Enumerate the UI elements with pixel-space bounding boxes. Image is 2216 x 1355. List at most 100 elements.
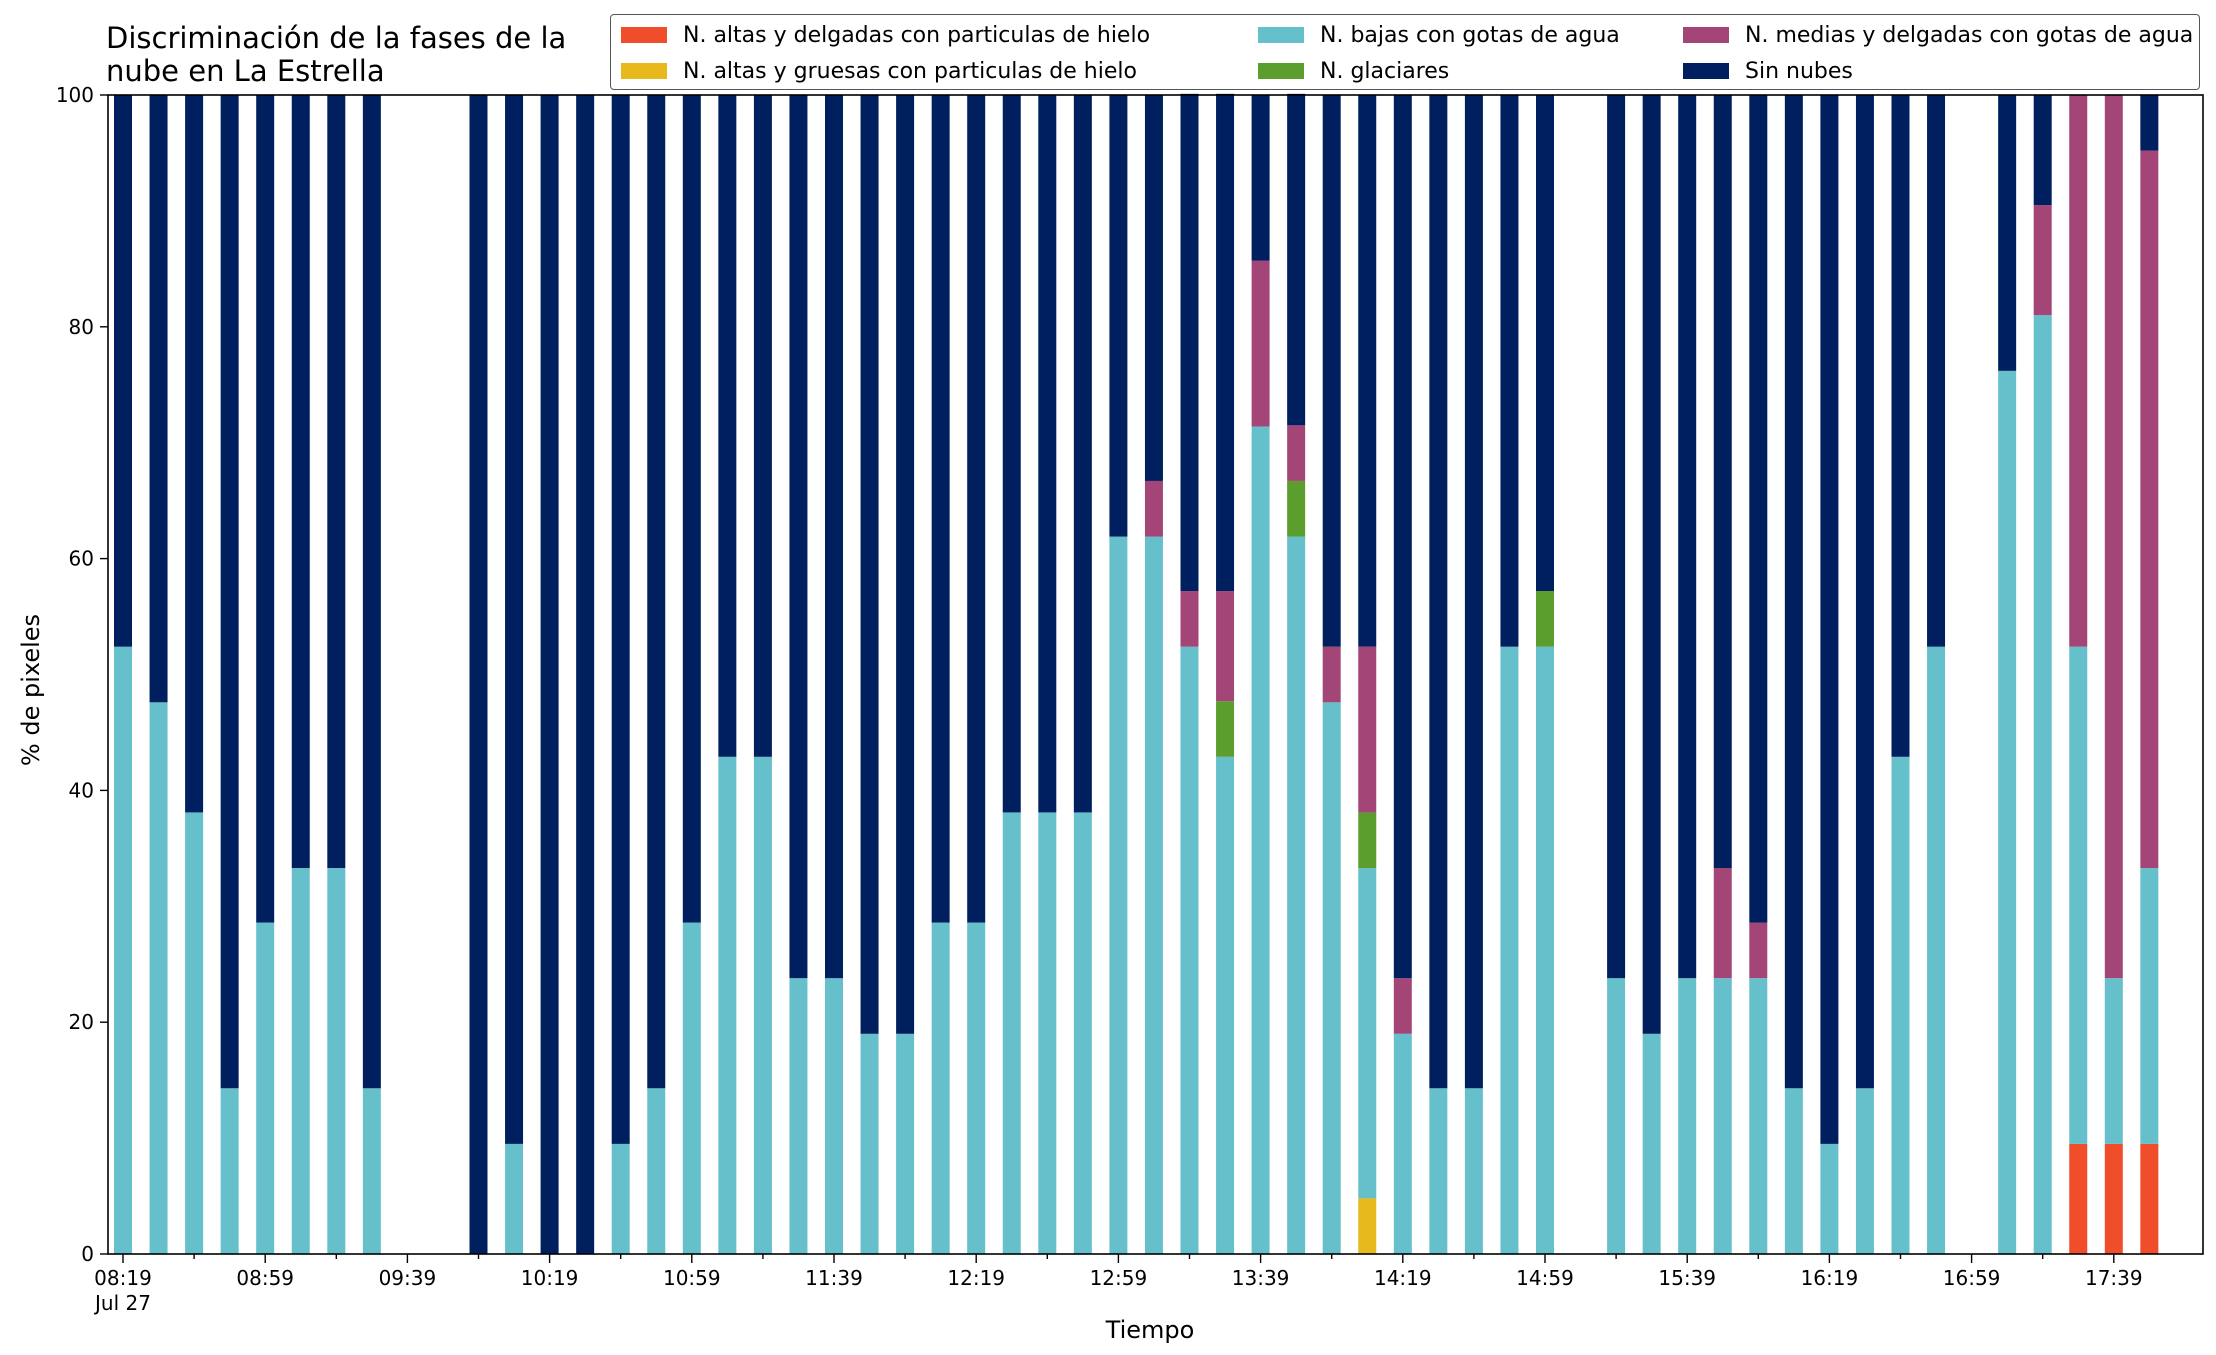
bar-segment (220, 95, 239, 1089)
x-tick-label: 11:39 (805, 1266, 863, 1290)
legend-item: N. glaciares (1258, 53, 1449, 89)
x-axis-label: Tiempo (1105, 1316, 1195, 1344)
bar-segment (1180, 93, 1199, 592)
bar-segment (2140, 868, 2159, 1144)
plot-frame (107, 94, 2204, 1255)
bar-segment (1678, 978, 1697, 1254)
legend: N. altas y delgadas con particulas de hi… (610, 14, 2200, 90)
bar-segment (1927, 95, 1946, 647)
bar-segment (1358, 95, 1377, 647)
bar-segment (789, 978, 808, 1254)
bar-segment (505, 95, 524, 1144)
bar-segment (1322, 95, 1341, 647)
bar-segment (1180, 591, 1199, 647)
bar-segment (1322, 702, 1341, 1254)
bar-segment (931, 95, 950, 923)
legend-label: N. bajas con gotas de agua (1320, 22, 1620, 48)
bar-segment (1429, 95, 1448, 1089)
bar-segment (611, 1143, 630, 1254)
bar-segment (1820, 1143, 1839, 1254)
bar-segment (1073, 95, 1092, 813)
bar-segment (1073, 812, 1092, 1254)
legend-swatch (1683, 63, 1729, 79)
y-tick-label: 100 (56, 83, 94, 107)
bar-segment (1144, 536, 1163, 1254)
bar-segment (1287, 425, 1306, 481)
bar-segment (1358, 868, 1377, 1199)
bar-segment (1891, 756, 1910, 1254)
bar-segment (576, 95, 595, 1254)
bar-segment (1713, 95, 1732, 869)
bar-segment (825, 978, 843, 1254)
bar-segment (1855, 95, 1874, 1089)
bar-segment (1287, 536, 1306, 1254)
chart-title: Discriminación de la fases de la nube en… (106, 21, 567, 88)
bar-segment (1358, 646, 1377, 813)
bar-segment (789, 95, 808, 979)
bar-segment (1216, 93, 1235, 592)
x-tick-label: 15:39 (1658, 1266, 1716, 1290)
bar-segment (1216, 591, 1235, 702)
bar-segment (2033, 205, 2052, 316)
bar-segment (2069, 646, 2088, 1144)
bar-segment (1820, 95, 1839, 1144)
legend-swatch (621, 63, 667, 79)
bar-segment (1500, 646, 1519, 1254)
bar-segment (1002, 812, 1021, 1254)
x-tick-label: 09:39 (379, 1266, 437, 1290)
bar-segment (896, 1033, 915, 1254)
bar-segment (825, 95, 843, 979)
bar-segment (611, 95, 630, 1144)
bar-segment (1393, 95, 1412, 979)
bar-segment (1784, 1088, 1803, 1254)
legend-label: N. altas y delgadas con particulas de hi… (683, 22, 1151, 48)
bar-segment (931, 922, 950, 1254)
x-tick-label: 17:39 (2085, 1266, 2143, 1290)
bar-segment (2033, 315, 2052, 1255)
bar-segment (1607, 978, 1626, 1254)
bar-segment (1500, 95, 1519, 647)
legend-item: N. bajas con gotas de agua (1258, 17, 1620, 53)
bar-segment (2104, 95, 2123, 979)
bar-segment (1287, 93, 1306, 426)
bar-segment (149, 702, 168, 1254)
bar-segment (1038, 95, 1057, 813)
bar-segment (1393, 1033, 1412, 1254)
x-tick-label: 14:19 (1374, 1266, 1432, 1290)
bar-segment (1464, 1088, 1483, 1254)
bar-segment (469, 95, 488, 1254)
bar-segment (1144, 480, 1163, 537)
bar-segment (114, 95, 132, 647)
legend-item: N. altas y delgadas con particulas de hi… (621, 17, 1150, 53)
bar-segment (1429, 1088, 1448, 1254)
bar-segment (1927, 646, 1946, 1254)
y-tick-label: 0 (81, 1242, 94, 1266)
bar-segment (1713, 868, 1732, 979)
bar-segment (1109, 536, 1128, 1254)
bar-segment (1002, 95, 1021, 813)
bar-segment (2033, 95, 2052, 206)
bar-segment (327, 95, 346, 869)
bar-segment (1216, 701, 1235, 757)
bar-segment (540, 95, 559, 1254)
legend-label: N. glaciares (1320, 58, 1450, 84)
bar-segment (256, 95, 275, 923)
bar-segment (327, 868, 346, 1254)
bar-segment (1891, 95, 1910, 757)
bar-segment (1109, 95, 1128, 537)
bar-segment (2140, 95, 2159, 151)
bar-segment (860, 95, 879, 1034)
bar-segment (1607, 95, 1626, 979)
x-tick-label: 08:19 (94, 1266, 152, 1290)
bar-segment (718, 95, 737, 757)
legend-swatch (621, 27, 667, 43)
bar-segment (967, 95, 986, 923)
bar-segment (362, 1088, 381, 1254)
bar-segment (1855, 1088, 1874, 1254)
bar-segment (1713, 978, 1732, 1254)
bar-segment (1536, 646, 1554, 1254)
bar-segment (647, 1088, 666, 1254)
bar-segment (1642, 95, 1661, 1034)
bar-segment (2069, 95, 2088, 647)
